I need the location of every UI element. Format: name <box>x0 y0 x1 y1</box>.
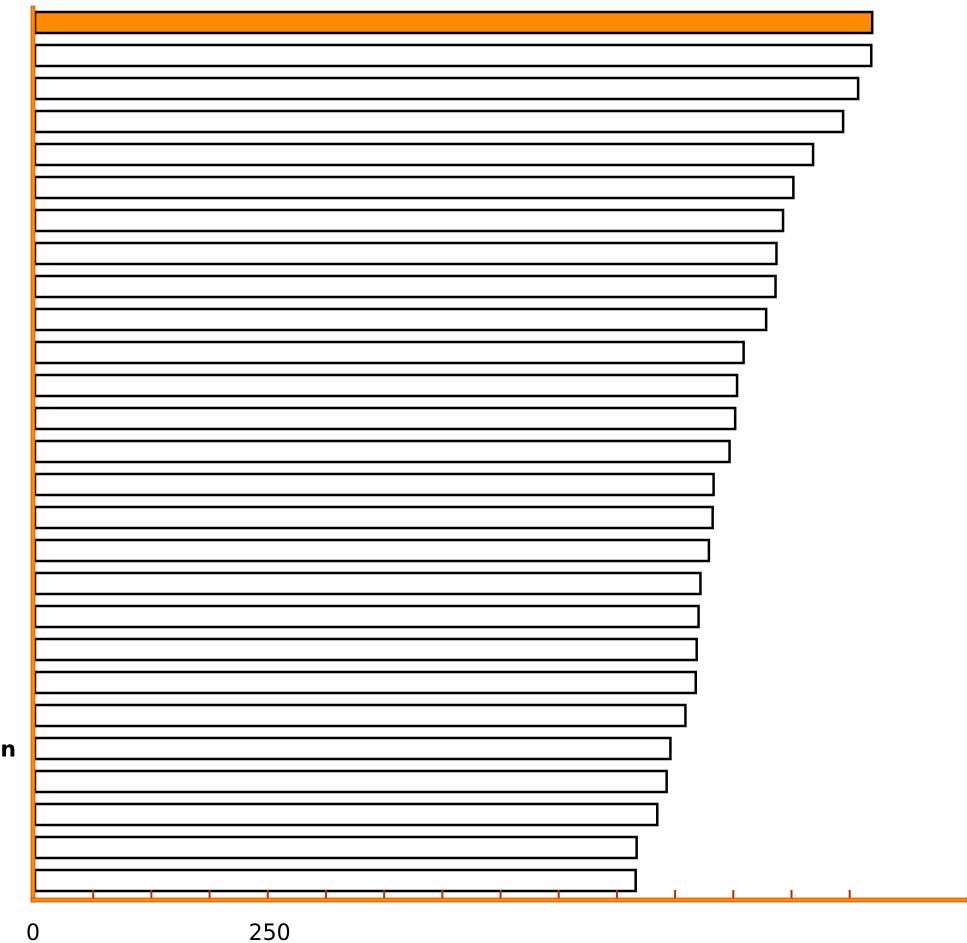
bar-18 <box>33 604 700 629</box>
bar-20 <box>33 670 698 695</box>
bar-12 <box>33 406 737 431</box>
bar-2 <box>33 76 860 101</box>
bar-21 <box>33 703 687 728</box>
bars-group <box>33 10 874 893</box>
x-axis-line <box>30 897 967 903</box>
bar-22 <box>33 736 672 761</box>
bar-3 <box>33 109 845 134</box>
bar-9 <box>33 307 768 332</box>
bar-8 <box>33 274 777 299</box>
bar-16 <box>33 538 711 563</box>
bar-24 <box>33 802 659 827</box>
x-ticks-group <box>92 890 851 898</box>
bar-26 <box>33 868 637 893</box>
bar-0 <box>33 10 874 35</box>
bar-19 <box>33 637 698 662</box>
bar-10 <box>33 340 745 365</box>
bar-14 <box>33 472 715 497</box>
bar-4 <box>33 142 815 167</box>
y-axis-line <box>30 5 36 903</box>
bar-15 <box>33 505 714 530</box>
bar-1 <box>33 43 873 68</box>
bar-5 <box>33 175 795 200</box>
bar-7 <box>33 241 778 266</box>
category-label-22: n <box>0 738 16 763</box>
bar-17 <box>33 571 702 596</box>
bar-13 <box>33 439 731 464</box>
x-tick-label-1: 250 <box>249 921 291 943</box>
bar-23 <box>33 769 668 794</box>
bar-6 <box>33 208 785 233</box>
x-tick-label-0: 0 <box>26 921 40 943</box>
bar-11 <box>33 373 739 398</box>
bar-25 <box>33 835 638 860</box>
labels-group: n 0 250 <box>0 738 290 943</box>
